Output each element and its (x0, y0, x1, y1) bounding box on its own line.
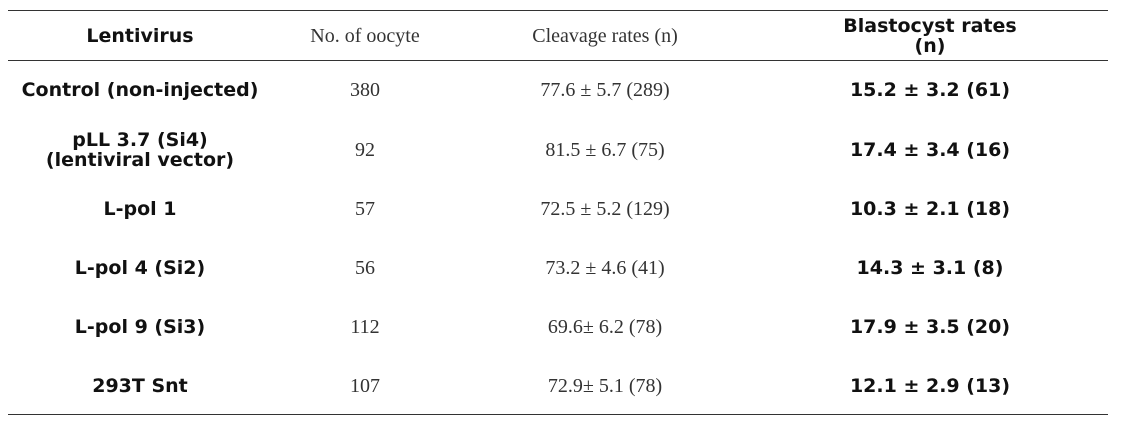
oocyte-cell: 92 (355, 139, 375, 161)
blastocyst-cell: 10.3 ± 2.1 (18) (849, 198, 1011, 220)
lentivirus-cell: L-pol 1 (103, 198, 177, 220)
cleavage-cell: 77.6 ± 5.7 (289) (540, 79, 670, 101)
oocyte-cell: 56 (355, 257, 375, 279)
oocyte-cell: 112 (350, 316, 380, 338)
bottom-rule (8, 414, 1108, 415)
top-rule (8, 10, 1108, 11)
lentivirus-cell: L-pol 9 (Si3) (74, 316, 206, 338)
cleavage-cell: 81.5 ± 6.7 (75) (545, 139, 665, 161)
oocyte-cell: 57 (355, 198, 375, 220)
header-cell: Cleavage rates (n) (532, 25, 678, 47)
cleavage-cell: 72.5 ± 5.2 (129) (540, 198, 670, 220)
blastocyst-cell: 15.2 ± 3.2 (61) (849, 79, 1011, 101)
oocyte-cell: 380 (350, 79, 380, 101)
blastocyst-cell: 17.4 ± 3.4 (16) (849, 139, 1011, 161)
lentivirus-cell: 293T Snt (92, 375, 188, 397)
header-rule (8, 60, 1108, 61)
lentivirus-cell: Control (non-injected) (21, 79, 259, 101)
blastocyst-cell: 12.1 ± 2.9 (13) (849, 375, 1011, 397)
oocyte-cell: 107 (350, 375, 380, 397)
cleavage-cell: 73.2 ± 4.6 (41) (545, 257, 665, 279)
blastocyst-cell: 14.3 ± 3.1 (8) (856, 257, 1004, 279)
cleavage-cell: 72.9± 5.1 (78) (547, 375, 663, 397)
lentivirus-cell: pLL 3.7 (Si4) (lentiviral vector) (45, 129, 235, 171)
header-cell: No. of oocyte (310, 25, 420, 47)
blastocyst-cell: 17.9 ± 3.5 (20) (849, 316, 1011, 338)
header-cell: Lentivirus (86, 25, 194, 47)
header-cell: Blastocyst rates (n) (843, 15, 1017, 57)
cleavage-cell: 69.6± 6.2 (78) (547, 316, 663, 338)
lentivirus-cell: L-pol 4 (Si2) (74, 257, 206, 279)
